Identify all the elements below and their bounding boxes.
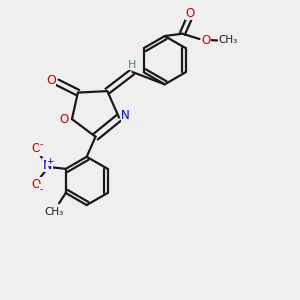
Text: CH₃: CH₃ — [44, 207, 64, 217]
Text: -: - — [40, 184, 44, 194]
Text: O: O — [59, 112, 68, 126]
Text: +: + — [46, 157, 54, 166]
Text: -: - — [40, 140, 44, 149]
Text: O: O — [32, 178, 41, 191]
Text: N: N — [43, 158, 52, 172]
Text: O: O — [32, 142, 41, 155]
Text: H: H — [128, 60, 136, 70]
Text: O: O — [46, 74, 56, 87]
Text: O: O — [186, 7, 195, 20]
Text: CH₃: CH₃ — [219, 35, 238, 46]
Text: N: N — [121, 109, 130, 122]
Text: O: O — [201, 34, 211, 47]
